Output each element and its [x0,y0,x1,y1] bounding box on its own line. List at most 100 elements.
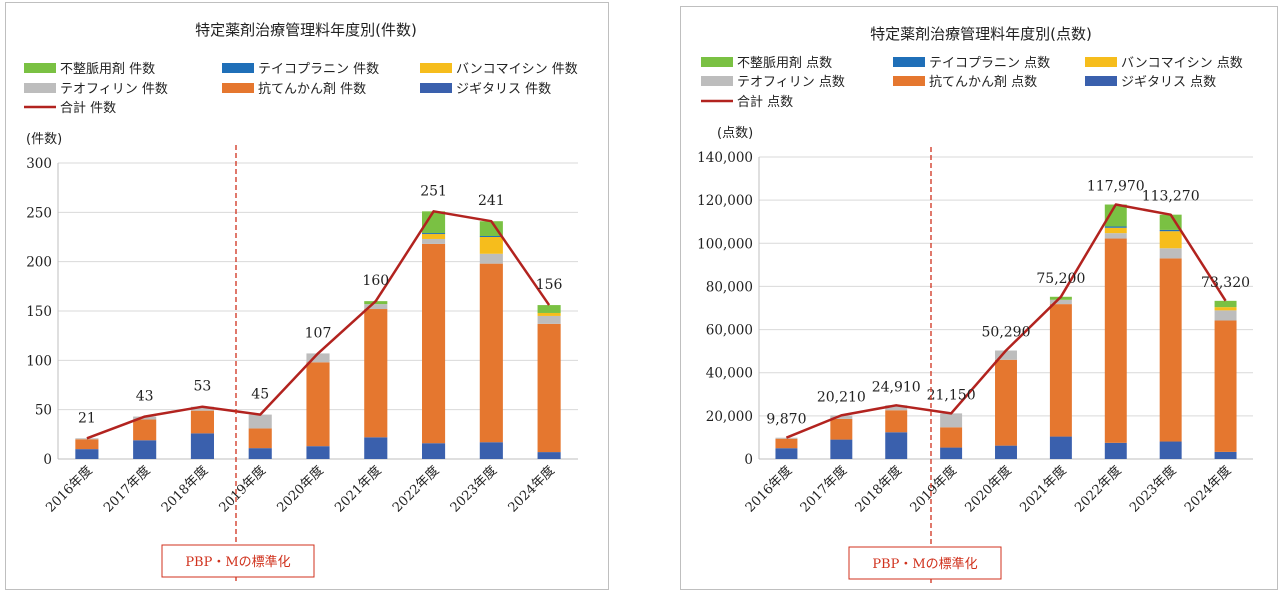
bar-segment [75,449,99,459]
bar-segment [1104,227,1127,234]
bar-segment [479,236,503,237]
bar-segment [940,413,963,428]
y-tick-label: 0 [744,452,753,468]
bar-segment [1159,231,1182,249]
x-tick-label: 2018年度 [852,463,905,516]
y-tick-label: 20,000 [706,409,753,425]
bar-segment [1159,441,1182,459]
legend-label: 合計 件数 [60,100,116,116]
legend-label: ジギタリス 件数 [456,82,551,97]
y-tick-label: 100,000 [697,236,753,252]
bar-segment [830,418,853,440]
chart-panel-count: 特定薬剤治療管理料年度別(件数) 不整脈用剤 件数 テイコプラニン 件数 バンコマイシ… [5,2,609,590]
x-tick-label: 2018年度 [158,463,211,516]
legend-label: 不整脈用剤 点数 [737,55,832,71]
total-data-label: 45 [251,387,269,403]
x-tick-label: 2019年度 [216,463,269,516]
x-tick-label: 2020年度 [274,463,327,516]
total-data-label: 107 [305,325,332,341]
bar-segment [190,410,214,434]
y-tick-label: 250 [26,205,52,221]
y-tick-label: 300 [26,156,52,172]
legend-label: テオフィリン 点数 [737,75,845,90]
annotation-label: PBP・Mの標準化 [185,554,290,570]
bar-segment [422,233,446,235]
total-line [785,203,1227,439]
y-axis-unit: (点数) [717,126,753,141]
chart-title: 特定薬剤治療管理料年度別(件数) [195,21,417,39]
x-tick-label: 2023年度 [1126,463,1179,516]
legend-swatch [1085,57,1117,67]
bar-segment [940,427,963,448]
x-tick-label: 2016年度 [742,463,795,516]
total-data-label: 156 [536,277,563,293]
bar-segment [940,447,963,459]
total-data-label: 117,970 [1087,179,1145,195]
bar-segment [422,234,446,239]
bar-segment [306,362,330,447]
y-tick-label: 60,000 [706,323,753,339]
y-tick-label: 140,000 [697,150,753,166]
chart-title: 特定薬剤治療管理料年度別(点数) [870,25,1092,43]
bar-segment [537,315,561,324]
legend-label: 抗てんかん剤 点数 [929,74,1037,90]
y-tick-label: 120,000 [697,193,753,209]
y-tick-label: 40,000 [706,366,753,382]
bar-segment [1214,307,1237,311]
x-tick-label: 2022年度 [389,463,442,516]
bar-segment [1159,248,1182,259]
bar-segment [537,452,561,459]
bar-segment [190,406,214,411]
count-chart: 特定薬剤治療管理料年度別(件数) 不整脈用剤 件数 テイコプラニン 件数 バンコマイシ… [24,21,578,581]
y-tick-label: 100 [26,353,52,369]
x-tick-label: 2016年度 [43,463,96,516]
bar-segment [364,304,388,310]
points-chart: 特定薬剤治療管理料年度別(点数) 不整脈用剤 点数 テイコプラニン 点数 バンコマイシ… [697,25,1253,583]
total-data-label: 50,290 [982,325,1031,341]
bar-segment [775,448,798,459]
bar-segment [248,448,272,459]
bar-segment [190,433,214,459]
y-tick-label: 150 [26,304,52,320]
bar-segment [479,237,503,254]
bar-segment [537,323,561,453]
bar-segment [885,432,908,459]
bar-segment [995,445,1017,459]
total-line [86,210,551,440]
bar-segment [479,221,503,237]
bar-segment [1214,310,1237,321]
bar-segment [1159,214,1182,230]
total-data-label: 75,200 [1036,271,1085,287]
x-tick-label: 2022年度 [1072,463,1125,516]
bar-segment [422,443,446,459]
legend-label: バンコマイシン 件数 [456,62,578,77]
y-tick-label: 80,000 [706,279,753,295]
legend-swatch [420,63,452,73]
legend-label: テイコプラニン 点数 [929,56,1050,71]
bar-segment [995,359,1017,446]
bar-segment [775,437,798,439]
total-data-label: 24,910 [872,379,921,395]
bar-segment [537,305,561,313]
annotation-box [161,544,315,578]
total-data-label: 43 [136,389,154,405]
total-data-label: 73,320 [1201,275,1250,291]
bar-segment [248,428,272,449]
bar-segment [133,419,157,441]
bar-segment [364,309,388,438]
bar-segment [1104,226,1127,228]
total-data-label: 9,870 [766,412,806,428]
total-data-label: 21,150 [927,387,976,403]
bar-segment [830,439,853,459]
bar-segment [133,440,157,459]
y-tick-label: 200 [26,255,52,271]
bar-segment [1159,229,1182,232]
bar-segment [885,410,908,433]
legend-label: テオフィリン 件数 [60,82,168,97]
bar-segment [1104,204,1127,227]
bar-segment [1049,436,1072,459]
bar-segment [1214,300,1237,308]
bar-segment [830,415,853,419]
bar-segment [1159,258,1182,442]
legend-label: ジギタリス 点数 [1121,75,1216,90]
